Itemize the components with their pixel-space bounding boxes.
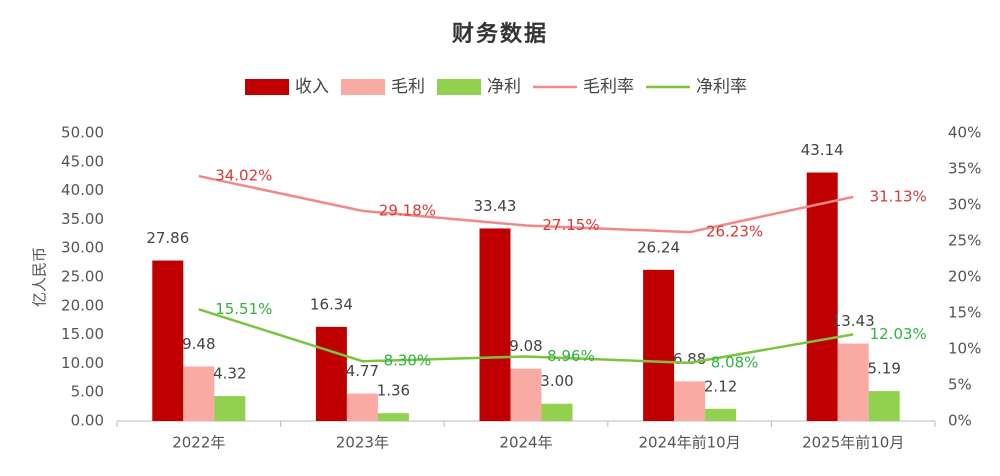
y-tick-label: 5.00 (71, 383, 104, 401)
data-label: 5.19 (867, 360, 900, 378)
legend-swatch (437, 79, 481, 95)
bar (868, 391, 900, 421)
legend-label: 毛利率 (583, 77, 634, 97)
bar (541, 403, 573, 421)
y2-tick-label: 0% (948, 412, 972, 430)
data-label: 4.32 (213, 365, 246, 383)
data-label: 26.24 (637, 238, 680, 256)
y2-tick-label: 20% (948, 268, 981, 286)
y-tick-label: 25.00 (61, 268, 104, 286)
bar (510, 368, 542, 421)
x-tick-label: 2024年前10月 (638, 434, 740, 452)
data-label: 29.18% (379, 201, 436, 219)
y2-tick-label: 30% (948, 196, 981, 214)
data-label: 16.34 (310, 295, 353, 313)
data-label: 9.08 (509, 337, 542, 355)
legend-swatch (245, 79, 289, 95)
x-tick-label: 2024年 (499, 434, 552, 452)
y-tick-label: 15.00 (61, 325, 104, 343)
y2-tick-label: 5% (948, 376, 972, 394)
data-label: 8.96% (547, 347, 595, 365)
x-tick-label: 2023年 (336, 434, 389, 452)
data-label: 43.14 (801, 141, 844, 159)
x-tick-label: 2022年 (172, 434, 225, 452)
legend-swatch (341, 79, 385, 95)
data-label: 8.30% (384, 352, 432, 370)
data-label: 33.43 (474, 197, 517, 215)
bar (806, 172, 838, 421)
legend-label: 净利率 (696, 77, 747, 97)
bar (377, 413, 409, 421)
data-label: 27.86 (146, 229, 189, 247)
y2-tick-label: 25% (948, 232, 981, 250)
bar (643, 269, 675, 421)
bar (152, 260, 184, 421)
bar (479, 228, 511, 421)
y2-tick-label: 10% (948, 340, 981, 358)
data-label: 6.88 (673, 350, 706, 368)
y-tick-label: 0.00 (71, 412, 104, 430)
y2-tick-label: 35% (948, 160, 981, 178)
bar (837, 343, 869, 421)
data-label: 1.36 (377, 382, 410, 400)
line (198, 308, 854, 365)
data-label: 26.23% (706, 223, 763, 241)
data-label: 12.03% (870, 325, 927, 343)
y-tick-label: 35.00 (61, 210, 104, 228)
data-label: 34.02% (215, 167, 272, 185)
y-tick-label: 30.00 (61, 239, 104, 257)
bar (183, 366, 215, 421)
data-label: 4.77 (346, 362, 379, 380)
data-label: 27.15% (542, 216, 599, 234)
y2-tick-label: 40% (948, 124, 981, 142)
legend-label: 净利 (487, 77, 521, 97)
y-tick-label: 20.00 (61, 296, 104, 314)
data-label: 13.43 (832, 312, 875, 330)
y2-tick-label: 15% (948, 304, 981, 322)
bar (214, 396, 246, 421)
legend-label: 收入 (295, 77, 329, 97)
y-tick-label: 45.00 (61, 152, 104, 170)
chart-title: 财务数据 (452, 21, 548, 47)
data-label: 2.12 (704, 377, 737, 395)
y-axis-title: 亿人民币 (31, 247, 49, 307)
bar (315, 326, 347, 421)
bar (674, 381, 706, 421)
legend-label: 毛利 (391, 77, 425, 97)
y-tick-label: 50.00 (61, 124, 104, 142)
data-label: 15.51% (215, 300, 272, 318)
x-tick-label: 2025年前10月 (802, 434, 904, 452)
data-label: 9.48 (182, 335, 215, 353)
data-label: 3.00 (540, 372, 573, 390)
data-label: 31.13% (870, 187, 927, 205)
bar (705, 408, 737, 421)
data-label: 8.08% (711, 353, 759, 371)
bar (346, 393, 378, 421)
y-tick-label: 10.00 (61, 354, 104, 372)
y-tick-label: 40.00 (61, 181, 104, 199)
line (198, 174, 854, 234)
